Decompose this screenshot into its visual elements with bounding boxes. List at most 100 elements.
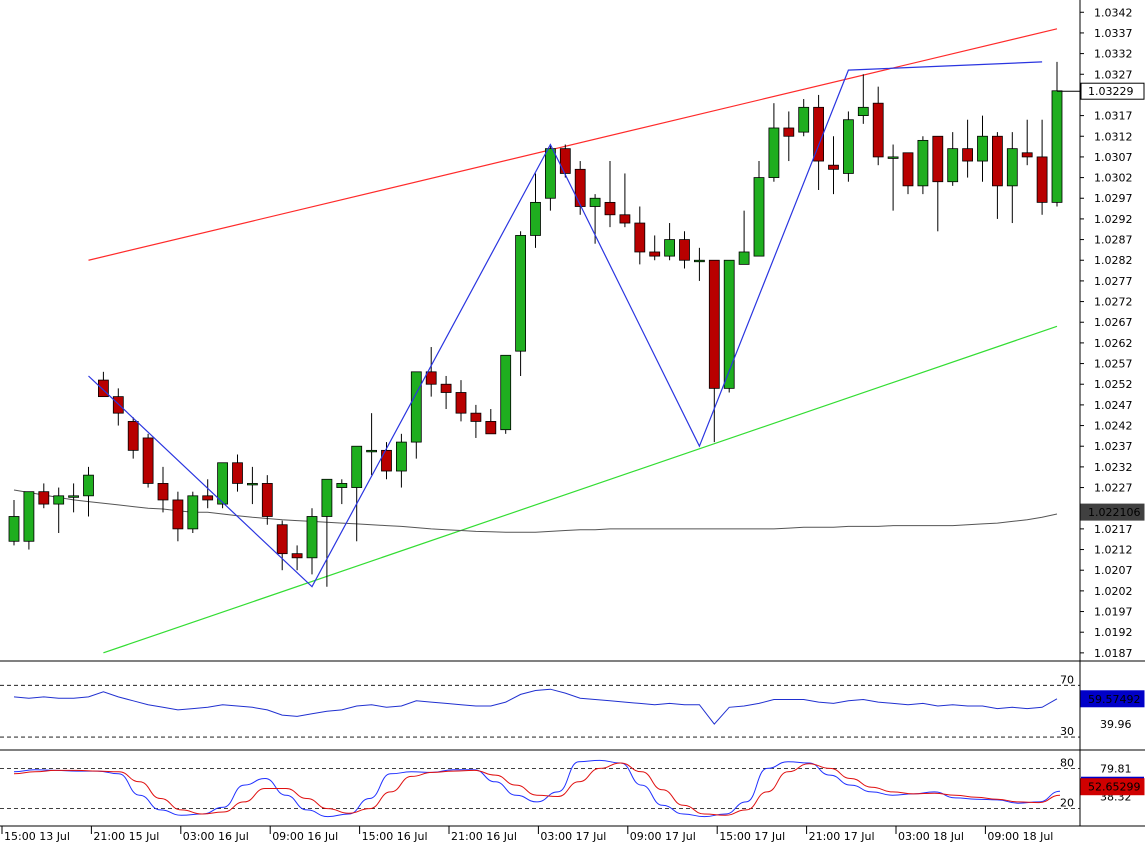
price-tick-label: 1.0192: [1094, 626, 1133, 639]
candle: [604, 161, 616, 228]
candle-body: [455, 392, 467, 414]
candle: [53, 487, 65, 534]
candle-body: [8, 516, 20, 542]
candle-body: [694, 259, 705, 263]
stoch-signal-line: [13, 762, 1061, 816]
candle-body: [947, 148, 959, 183]
candle: [351, 445, 363, 542]
candle: [172, 491, 184, 542]
candle-body: [336, 483, 348, 488]
price-tick-label: 1.0212: [1094, 544, 1133, 557]
rsi-level-label: 30: [1060, 725, 1074, 738]
candle: [708, 259, 720, 443]
current-price-badge: 1.03229: [1080, 82, 1145, 100]
price-tick-label: 1.0272: [1094, 296, 1133, 309]
price-tick-label: 1.0202: [1094, 585, 1133, 598]
current-price-badge-label: 1.03229: [1088, 85, 1134, 98]
candle-body: [992, 135, 1003, 187]
candle-body: [351, 445, 363, 488]
candle-body: [291, 553, 303, 559]
candle: [902, 152, 914, 195]
candle: [798, 99, 810, 137]
rsi-panel: 70 30 39.96: [0, 673, 1132, 738]
channel-lower-line: [103, 325, 1058, 654]
candle-body: [23, 491, 35, 542]
candle: [336, 479, 348, 505]
candle-body: [589, 197, 601, 207]
price-tick-label: 1.0197: [1094, 606, 1133, 619]
candle: [291, 545, 303, 571]
candle: [917, 136, 929, 195]
candle-body: [38, 491, 50, 505]
ma-value-badge-box: [1080, 503, 1145, 521]
time-tick-label: 15:00 16 Jul: [362, 830, 428, 843]
candle: [559, 144, 571, 178]
rsi-value-badge: 59.57492: [1080, 690, 1145, 708]
candle-body: [470, 412, 482, 422]
candle: [992, 132, 1003, 219]
price-tick-label: 1.0227: [1094, 482, 1133, 495]
candle: [98, 371, 109, 398]
candle: [574, 161, 586, 215]
candle-body: [1036, 156, 1048, 203]
candle-body: [604, 201, 616, 216]
candle: [530, 173, 541, 248]
time-tick-label: 15:00 13 Jul: [4, 830, 70, 843]
price-tick-label: 1.0257: [1094, 358, 1133, 371]
candle: [649, 235, 661, 261]
candle-body: [1021, 152, 1033, 158]
time-tick-label: 03:00 17 Jul: [540, 830, 606, 843]
candle: [395, 433, 407, 488]
price-tick-label: 1.0307: [1094, 151, 1133, 164]
candle: [366, 413, 378, 476]
candle-body: [246, 483, 258, 486]
candle: [679, 231, 690, 269]
candle-body: [828, 164, 839, 170]
price-tick-label: 1.0262: [1094, 337, 1133, 350]
channel-upper-line: [88, 28, 1058, 261]
stoch-level-label: 80: [1060, 756, 1074, 769]
time-tick-label: 09:00 17 Jul: [630, 830, 696, 843]
candle-body: [872, 102, 884, 158]
candle-body: [187, 495, 199, 530]
candle-body: [261, 483, 273, 517]
candle-body: [887, 156, 899, 159]
candle: [977, 115, 988, 182]
candle-body: [381, 449, 392, 472]
zigzag-line: [88, 61, 1043, 588]
candle-body: [232, 462, 243, 484]
candle: [857, 74, 869, 124]
rsi-value-badge-box: [1080, 690, 1145, 708]
candle-body: [783, 127, 795, 137]
price-tick-label: 1.0207: [1094, 564, 1133, 577]
price-tick-label: 1.0292: [1094, 213, 1133, 226]
candle-body: [902, 152, 914, 187]
candle-body: [545, 148, 556, 199]
candle: [694, 247, 705, 281]
stoch-secondary-label: 79.81: [1100, 763, 1132, 776]
candle-body: [753, 177, 765, 257]
candle: [664, 223, 675, 261]
price-tick-label: 1.0317: [1094, 110, 1133, 123]
candle: [947, 132, 959, 186]
price-tick-label: 1.0232: [1094, 461, 1133, 474]
candle: [410, 371, 422, 459]
candle-body: [798, 106, 810, 133]
candle: [202, 479, 214, 509]
time-tick-label: 15:00 17 Jul: [719, 830, 785, 843]
candle: [515, 231, 526, 376]
candle: [23, 491, 35, 550]
candle: [306, 508, 318, 575]
candle-body: [843, 119, 854, 174]
candle-body: [649, 251, 661, 257]
candle-body: [53, 495, 65, 505]
stoch-value-badge: 52.65299: [1080, 778, 1145, 796]
time-tick-label: 03:00 16 Jul: [183, 830, 249, 843]
candle: [217, 462, 229, 509]
price-tick-label: 1.0282: [1094, 254, 1133, 267]
ma-value-badge: 1.022106: [1080, 503, 1145, 521]
stoch-main-marker: [1081, 776, 1144, 779]
candle: [1051, 61, 1063, 207]
